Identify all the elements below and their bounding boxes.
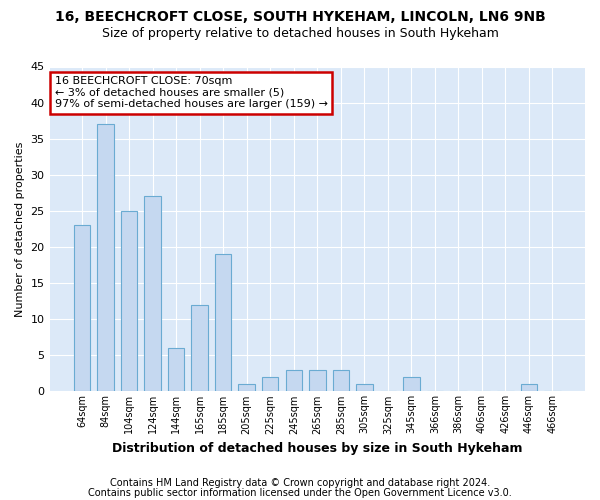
X-axis label: Distribution of detached houses by size in South Hykeham: Distribution of detached houses by size …	[112, 442, 523, 455]
Bar	[121, 211, 137, 392]
Bar	[238, 384, 255, 392]
Bar	[145, 196, 161, 392]
Bar	[356, 384, 373, 392]
Text: Contains public sector information licensed under the Open Government Licence v3: Contains public sector information licen…	[88, 488, 512, 498]
Text: Contains HM Land Registry data © Crown copyright and database right 2024.: Contains HM Land Registry data © Crown c…	[110, 478, 490, 488]
Bar	[74, 226, 91, 392]
Bar	[97, 124, 114, 392]
Bar	[286, 370, 302, 392]
Bar	[262, 377, 278, 392]
Y-axis label: Number of detached properties: Number of detached properties	[15, 142, 25, 316]
Bar	[215, 254, 232, 392]
Text: Size of property relative to detached houses in South Hykeham: Size of property relative to detached ho…	[101, 28, 499, 40]
Bar	[168, 348, 184, 392]
Text: 16 BEECHCROFT CLOSE: 70sqm
← 3% of detached houses are smaller (5)
97% of semi-d: 16 BEECHCROFT CLOSE: 70sqm ← 3% of detac…	[55, 76, 328, 110]
Bar	[521, 384, 537, 392]
Bar	[332, 370, 349, 392]
Bar	[309, 370, 326, 392]
Bar	[403, 377, 419, 392]
Text: 16, BEECHCROFT CLOSE, SOUTH HYKEHAM, LINCOLN, LN6 9NB: 16, BEECHCROFT CLOSE, SOUTH HYKEHAM, LIN…	[55, 10, 545, 24]
Bar	[191, 305, 208, 392]
